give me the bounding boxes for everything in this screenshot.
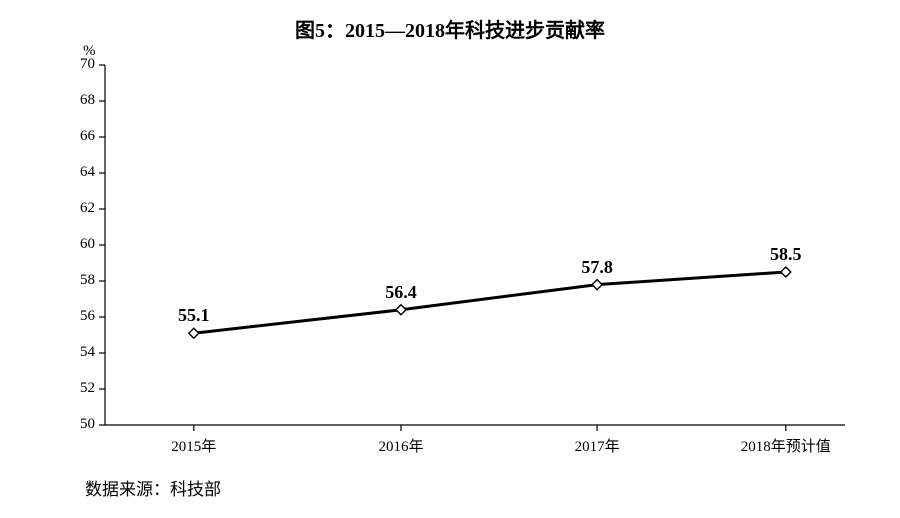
data-point-label: 58.5 bbox=[746, 244, 826, 265]
y-tick-label: 68 bbox=[55, 92, 95, 109]
y-tick-label: 66 bbox=[55, 128, 95, 145]
chart-frame: 图5：2015—2018年科技进步贡献率 % 50525456586062646… bbox=[0, 0, 900, 518]
y-tick-label: 62 bbox=[55, 200, 95, 217]
y-tick-label: 70 bbox=[55, 56, 95, 73]
y-tick-label: 54 bbox=[55, 344, 95, 361]
x-category-label: 2018年预计值 bbox=[716, 435, 856, 456]
data-point-label: 57.8 bbox=[557, 257, 637, 278]
y-tick-label: 56 bbox=[55, 308, 95, 325]
data-point-label: 55.1 bbox=[154, 305, 234, 326]
y-tick-label: 58 bbox=[55, 272, 95, 289]
y-tick-label: 52 bbox=[55, 380, 95, 397]
chart-title: 图5：2015—2018年科技进步贡献率 bbox=[0, 14, 900, 43]
y-tick-label: 64 bbox=[55, 164, 95, 181]
x-category-label: 2017年 bbox=[527, 435, 667, 456]
y-tick-label: 50 bbox=[55, 416, 95, 433]
x-category-label: 2015年 bbox=[124, 435, 264, 456]
source-label: 数据来源：科技部 bbox=[85, 475, 221, 500]
x-category-label: 2016年 bbox=[331, 435, 471, 456]
data-point-label: 56.4 bbox=[361, 282, 441, 303]
y-tick-label: 60 bbox=[55, 236, 95, 253]
